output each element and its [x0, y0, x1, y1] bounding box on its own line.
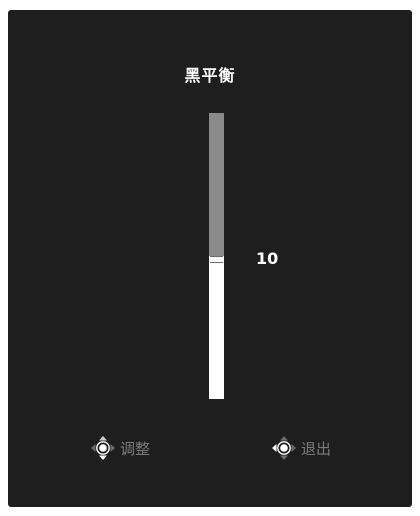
- slider-upper-track: [209, 113, 224, 256]
- exit-label: 退出: [301, 439, 332, 458]
- adjust-label: 调整: [120, 439, 151, 458]
- exit-hint: 退出: [271, 435, 331, 461]
- joystick-press-icon: [271, 435, 297, 461]
- osd-menu-panel: 黑平衡 10 调整: [8, 10, 412, 507]
- slider-handle[interactable]: [210, 256, 223, 263]
- adjust-hint: 调整: [90, 435, 150, 461]
- black-balance-slider[interactable]: [208, 112, 225, 400]
- page-title: 黑平衡: [184, 66, 236, 85]
- joystick-vertical-icon: [90, 435, 116, 461]
- slider-value: 10: [256, 249, 279, 268]
